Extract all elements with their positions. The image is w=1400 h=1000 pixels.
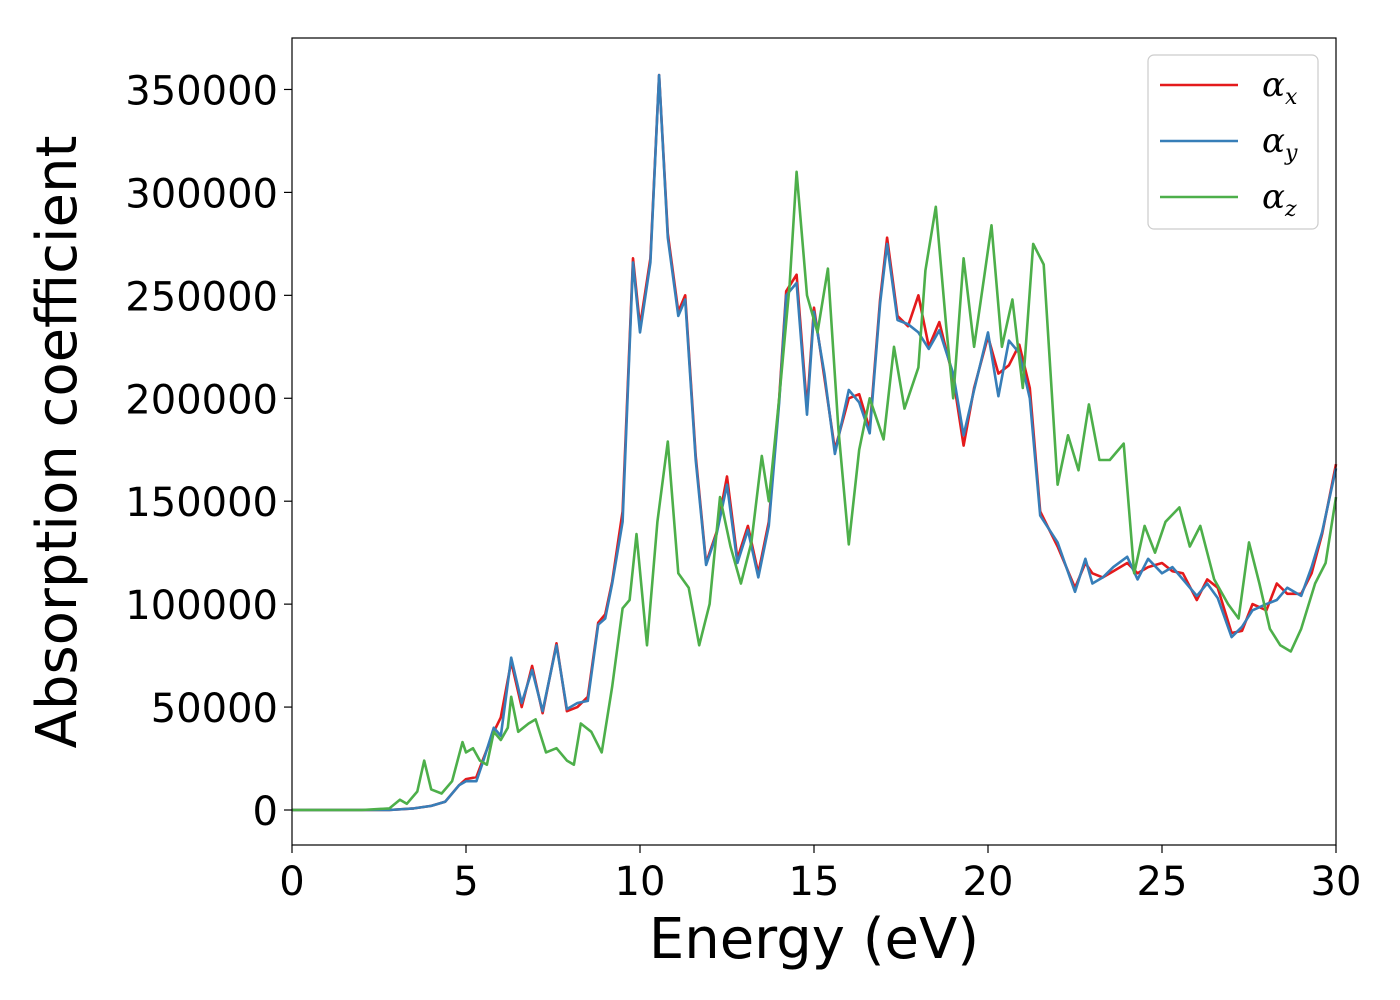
y-tick-label: 150000 bbox=[125, 480, 278, 526]
x-tick-label: 30 bbox=[1311, 859, 1362, 905]
x-axis-title: Energy (eV) bbox=[649, 907, 979, 972]
y-tick-label: 100000 bbox=[125, 583, 278, 629]
y-tick-label: 300000 bbox=[125, 171, 278, 217]
x-tick-label: 25 bbox=[1137, 859, 1188, 905]
y-tick-label: 50000 bbox=[151, 686, 278, 732]
series-line-z bbox=[292, 170, 1338, 812]
series-line-y bbox=[292, 73, 1338, 812]
y-axis: 0 50000 100000 150000 200000 250000 300000 3500… bbox=[125, 68, 292, 835]
y-tick-label: 350000 bbox=[125, 68, 278, 114]
x-tick-label: 20 bbox=[963, 859, 1014, 905]
x-axis: 0 5 10 15 20 25 30 bbox=[279, 845, 1361, 905]
x-tick-label: 0 bbox=[279, 859, 304, 905]
x-tick-label: 10 bbox=[615, 859, 666, 905]
y-axis-title: Absorption coefficient bbox=[25, 136, 90, 749]
y-tick-label: 200000 bbox=[125, 377, 278, 423]
y-tick-label: 250000 bbox=[125, 274, 278, 320]
series-layer bbox=[292, 73, 1338, 812]
x-tick-label: 5 bbox=[453, 859, 478, 905]
legend-label-y: αy bbox=[1262, 121, 1298, 166]
x-tick-label: 15 bbox=[789, 859, 840, 905]
y-tick-label: 0 bbox=[253, 789, 278, 835]
